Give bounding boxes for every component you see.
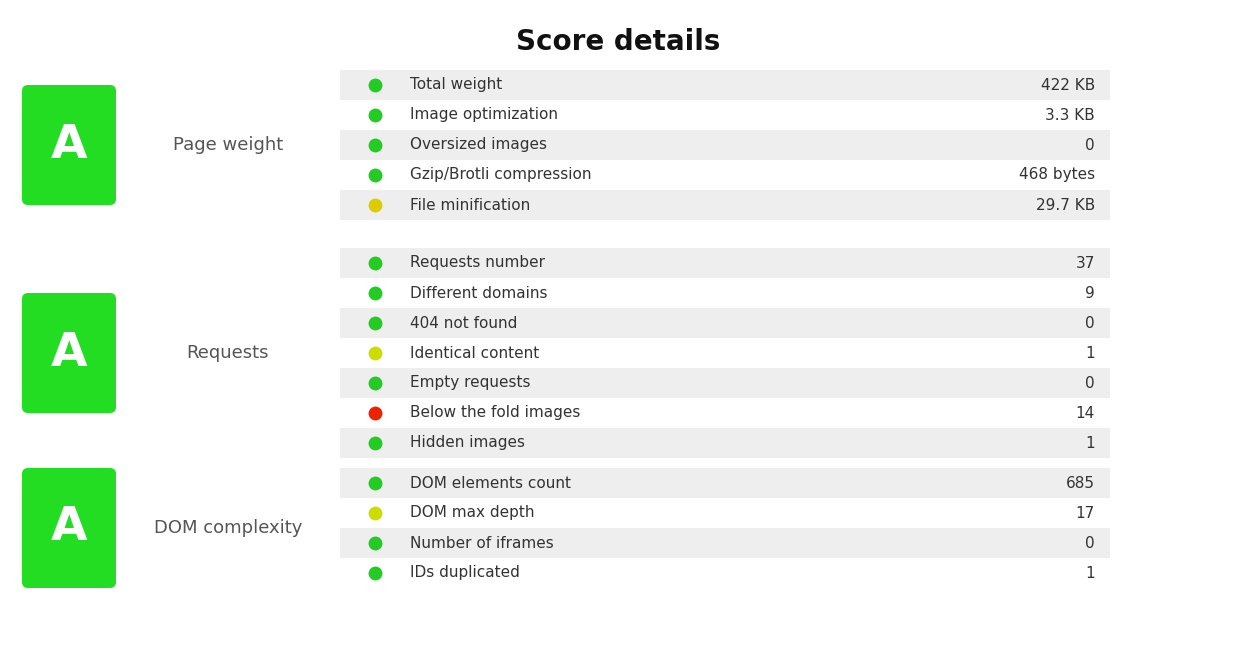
Text: A: A bbox=[51, 505, 88, 551]
Text: 1: 1 bbox=[1085, 346, 1095, 361]
Bar bbox=[340, 100, 1110, 130]
Text: 422 KB: 422 KB bbox=[1040, 78, 1095, 93]
Text: 1: 1 bbox=[1085, 436, 1095, 451]
Text: Page weight: Page weight bbox=[173, 136, 283, 154]
Text: A: A bbox=[51, 330, 88, 376]
Bar bbox=[340, 338, 1110, 368]
Bar bbox=[340, 130, 1110, 160]
Bar bbox=[340, 558, 1110, 588]
Text: 37: 37 bbox=[1076, 256, 1095, 271]
Text: Empty requests: Empty requests bbox=[409, 376, 531, 390]
Text: Hidden images: Hidden images bbox=[409, 436, 524, 451]
Bar bbox=[340, 368, 1110, 398]
Text: 0: 0 bbox=[1085, 535, 1095, 551]
Text: 3.3 KB: 3.3 KB bbox=[1045, 108, 1095, 122]
Bar bbox=[340, 160, 1110, 190]
Text: Requests number: Requests number bbox=[409, 256, 546, 271]
Text: Below the fold images: Below the fold images bbox=[409, 405, 580, 420]
Text: File minification: File minification bbox=[409, 198, 531, 212]
Text: 1: 1 bbox=[1085, 566, 1095, 581]
Text: 685: 685 bbox=[1066, 476, 1095, 491]
Bar bbox=[340, 70, 1110, 100]
Text: Score details: Score details bbox=[516, 28, 721, 56]
Text: DOM complexity: DOM complexity bbox=[153, 519, 302, 537]
Bar bbox=[340, 398, 1110, 428]
Text: IDs duplicated: IDs duplicated bbox=[409, 566, 520, 581]
Text: 17: 17 bbox=[1076, 505, 1095, 520]
Bar bbox=[340, 498, 1110, 528]
Text: 468 bytes: 468 bytes bbox=[1019, 168, 1095, 183]
Bar bbox=[340, 190, 1110, 220]
Text: Image optimization: Image optimization bbox=[409, 108, 558, 122]
FancyBboxPatch shape bbox=[22, 468, 116, 588]
Text: Total weight: Total weight bbox=[409, 78, 502, 93]
Bar bbox=[340, 428, 1110, 458]
Text: 404 not found: 404 not found bbox=[409, 315, 517, 330]
Text: Identical content: Identical content bbox=[409, 346, 539, 361]
Bar bbox=[340, 278, 1110, 308]
Text: 29.7 KB: 29.7 KB bbox=[1035, 198, 1095, 212]
Text: Oversized images: Oversized images bbox=[409, 137, 547, 152]
Text: DOM elements count: DOM elements count bbox=[409, 476, 571, 491]
Bar bbox=[340, 308, 1110, 338]
Text: Gzip/Brotli compression: Gzip/Brotli compression bbox=[409, 168, 591, 183]
Text: Number of iframes: Number of iframes bbox=[409, 535, 554, 551]
Bar bbox=[340, 468, 1110, 498]
Text: Different domains: Different domains bbox=[409, 286, 548, 300]
Text: 0: 0 bbox=[1085, 137, 1095, 152]
Bar bbox=[340, 528, 1110, 558]
Text: 0: 0 bbox=[1085, 315, 1095, 330]
Text: DOM max depth: DOM max depth bbox=[409, 505, 534, 520]
FancyBboxPatch shape bbox=[22, 85, 116, 205]
Text: 9: 9 bbox=[1085, 286, 1095, 300]
Text: 14: 14 bbox=[1076, 405, 1095, 420]
Text: 0: 0 bbox=[1085, 376, 1095, 390]
Bar bbox=[340, 248, 1110, 278]
Text: Requests: Requests bbox=[187, 344, 270, 362]
Text: A: A bbox=[51, 122, 88, 168]
FancyBboxPatch shape bbox=[22, 293, 116, 413]
